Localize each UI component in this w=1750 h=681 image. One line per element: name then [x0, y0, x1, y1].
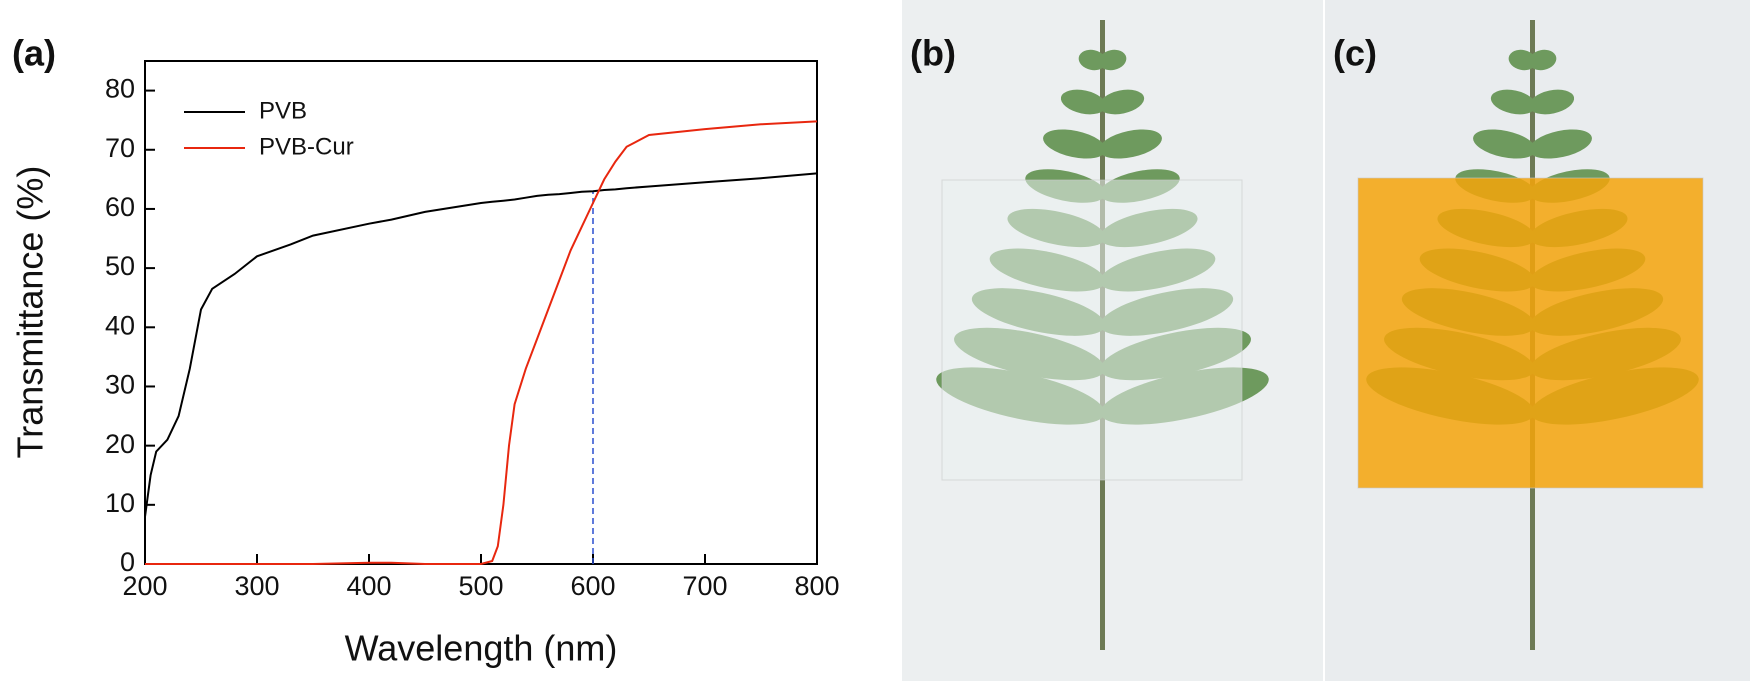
- fern-leaflet: [1099, 129, 1162, 159]
- fern-leaflet: [1043, 129, 1106, 159]
- y-tick-label: 80: [105, 74, 135, 104]
- y-tick-label: 40: [105, 310, 135, 340]
- x-tick-label: 800: [794, 571, 839, 601]
- fern-leaflet: [1060, 89, 1107, 115]
- fern-leaflet: [1528, 89, 1575, 115]
- film: [1357, 177, 1704, 489]
- fern-leaflet: [1473, 129, 1536, 159]
- x-tick-label: 700: [682, 571, 727, 601]
- panel-label: (b): [910, 33, 956, 74]
- data-line: [145, 120, 818, 565]
- y-tick-label: 30: [105, 370, 135, 400]
- x-tick-label: 500: [458, 571, 503, 601]
- x-axis-title: Wavelength (nm): [345, 628, 618, 669]
- fern-leaflet: [1098, 49, 1127, 71]
- fern-leaflet: [1078, 49, 1107, 71]
- x-tick-label: 400: [346, 571, 391, 601]
- y-tick-label: 20: [105, 429, 135, 459]
- photo: (b): [902, 0, 1323, 681]
- y-tick-label: 70: [105, 133, 135, 163]
- y-tick-label: 0: [120, 547, 135, 577]
- y-tick-label: 50: [105, 251, 135, 281]
- y-tick-label: 60: [105, 192, 135, 222]
- plot-frame: [144, 60, 818, 565]
- fern-leaflet: [1529, 129, 1592, 159]
- legend-label: PVB: [259, 97, 307, 124]
- x-tick-label: 200: [122, 571, 167, 601]
- data-line: [144, 172, 818, 517]
- film: [941, 179, 1243, 481]
- photo: (c): [1325, 0, 1750, 681]
- fern-leaflet: [1508, 49, 1537, 71]
- fern-leaflet: [1490, 89, 1537, 115]
- panel-label: (a): [12, 33, 56, 74]
- legend-label: PVB-Cur: [259, 133, 354, 160]
- x-tick-label: 300: [234, 571, 279, 601]
- y-axis-title: Transmittance (%): [10, 166, 51, 459]
- y-tick-label: 10: [105, 488, 135, 518]
- fern-leaflet: [1098, 89, 1145, 115]
- x-tick-label: 600: [570, 571, 615, 601]
- fern-leaflet: [1528, 49, 1557, 71]
- panel-label: (c): [1333, 33, 1377, 74]
